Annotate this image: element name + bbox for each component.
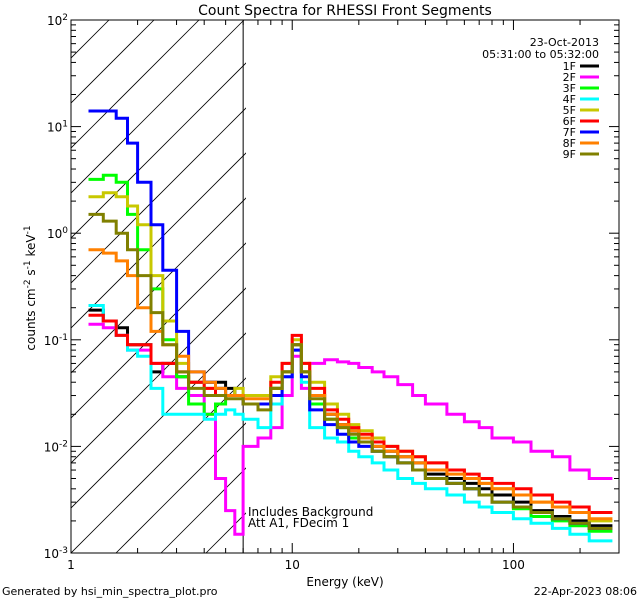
footer-timestamp: 22-Apr-2023 08:06 [534, 585, 637, 598]
legend-label-2F: 2F [563, 71, 576, 84]
footer-generated-by: Generated by hsi_min_spectra_plot.pro [2, 585, 218, 598]
series-8F [88, 248, 613, 521]
annotation-attenuator: Att A1, FDecim 1 [248, 516, 349, 530]
hatch-line [115, 422, 246, 553]
y-tick-label-1e0: 100 [47, 226, 68, 241]
series-9F [88, 212, 613, 530]
series-1F [88, 308, 613, 528]
hatch-line [71, 332, 246, 509]
hatch-line [611, 20, 640, 553]
plot-frame [70, 19, 620, 554]
legend-label-6F: 6F [563, 115, 576, 128]
axis-ticks [70, 20, 620, 554]
hatch-line [566, 20, 640, 553]
series-layer [88, 109, 613, 543]
series-4F [88, 304, 613, 543]
hatch-line [71, 20, 110, 59]
legend-label-5F: 5F [563, 104, 576, 117]
legend-label-3F: 3F [563, 82, 576, 95]
date-label: 23-Oct-2013 [530, 36, 599, 49]
hatch-line [71, 242, 246, 419]
y-tick-label-1e-3: 10-3 [44, 546, 68, 561]
y-tick-label-1e1: 101 [47, 120, 68, 135]
x-axis-label: Energy (keV) [306, 575, 383, 589]
y-tick-labels: 10-3 10-2 10-1 100 101 102 [44, 13, 69, 561]
hatch-line [71, 377, 246, 553]
x-tick-label-1: 1 [67, 558, 75, 572]
hatched-region [71, 20, 640, 553]
legend-label-8F: 8F [563, 137, 576, 150]
legend-label-9F: 9F [563, 148, 576, 161]
hatch-line [476, 20, 640, 553]
annotation-background: Includes Background [248, 505, 373, 519]
x-tick-label-10: 10 [285, 558, 300, 572]
x-tick-labels: 1 10 100 [67, 558, 525, 572]
series-3F [88, 173, 613, 533]
y-tick-label-1e-2: 10-2 [44, 439, 68, 454]
legend-label-4F: 4F [563, 93, 576, 106]
time-range-label: 05:31:00 to 05:32:00 [482, 48, 599, 61]
hatch-line [71, 152, 246, 329]
legend-label-1F: 1F [563, 60, 576, 73]
y-tick-label-1e2: 102 [47, 13, 68, 28]
hatch-line [71, 62, 246, 239]
legend-label-7F: 7F [563, 126, 576, 139]
hatch-line [71, 20, 200, 149]
series-5F [88, 191, 613, 523]
hatch-line [71, 107, 246, 284]
hatch-line [71, 197, 246, 374]
chart-title: Count Spectra for RHESSI Front Segments [198, 3, 492, 19]
y-axis-label: counts cm-2 s-1 keV-1 [23, 225, 38, 350]
x-tick-label-100: 100 [502, 558, 525, 572]
hatch-line [71, 20, 245, 194]
y-tick-label-1e-1: 10-1 [44, 333, 68, 348]
